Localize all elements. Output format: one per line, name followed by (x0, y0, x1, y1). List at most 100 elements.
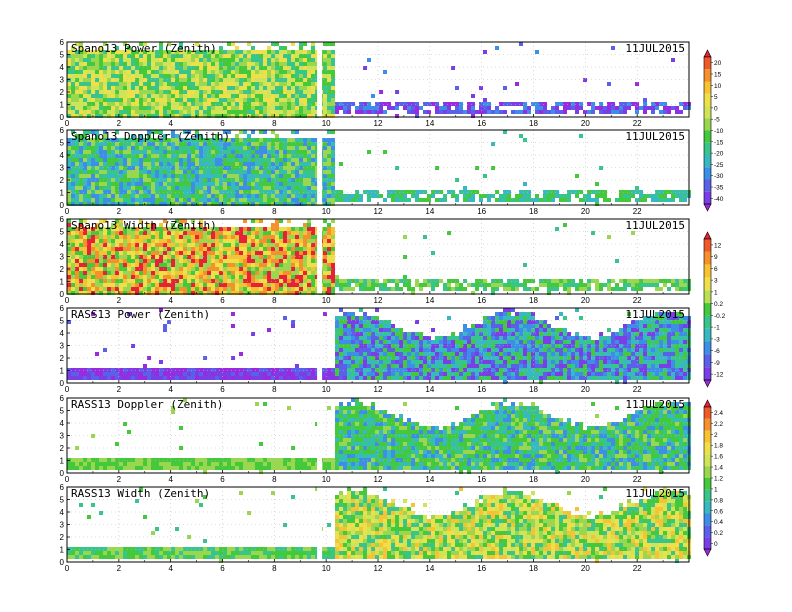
y-tick-label: 2 (60, 533, 65, 542)
x-tick-label: 0 (65, 296, 70, 305)
colorbar-arrow-top (703, 49, 712, 58)
colorbar-label: 1.4 (714, 465, 723, 472)
x-tick-label: 4 (168, 564, 173, 573)
colorbar-label: 20 (714, 60, 722, 67)
y-tick-label: 3 (60, 342, 65, 351)
grid (67, 398, 689, 473)
colorbar-segment (704, 303, 711, 316)
colorbar-arrow-bottom (703, 379, 712, 388)
colorbar-label: -5 (714, 117, 720, 124)
colorbar-segment (704, 106, 711, 119)
y-tick-label: 0 (60, 113, 65, 122)
x-tick-label: 0 (65, 207, 70, 216)
colorbar-label: 2 (714, 432, 718, 439)
x-tick-label: 4 (168, 296, 173, 305)
grid (67, 42, 689, 117)
colorbar-segment (704, 367, 711, 380)
colorbar-segment (704, 537, 711, 549)
x-tick-label: 22 (633, 207, 642, 216)
heatmap-cells (67, 42, 691, 118)
colorbar-segment (704, 501, 711, 514)
y-tick-label: 3 (60, 76, 65, 85)
x-tick-label: 12 (374, 475, 383, 484)
colorbar-label: -30 (714, 173, 724, 180)
y-tick-label: 3 (60, 432, 65, 441)
x-tick-label: 2 (117, 119, 122, 128)
x-tick-label: 14 (425, 207, 434, 216)
panel-title: RASS13 Power (Zenith) (71, 308, 210, 321)
x-tick-label: 22 (633, 385, 642, 394)
x-tick-label: 20 (581, 475, 590, 484)
x-tick-label: 16 (477, 296, 486, 305)
colorbar-label: 1 (714, 289, 718, 296)
x-tick-label: 0 (65, 119, 70, 128)
x-tick-label: 12 (374, 564, 383, 573)
x-tick-label: 18 (529, 385, 538, 394)
colorbar-label: -15 (714, 139, 724, 146)
heatmap-cells (67, 219, 691, 295)
x-tick-label: 20 (581, 385, 590, 394)
x-tick-label: 10 (322, 564, 331, 573)
x-tick-label: 18 (529, 564, 538, 573)
colorbar-label: -20 (714, 151, 724, 158)
x-tick-label: 16 (477, 385, 486, 394)
y-tick-label: 0 (60, 290, 65, 299)
y-tick-label: 6 (60, 483, 65, 492)
y-tick-label: 6 (60, 304, 65, 313)
heatmap-cells (67, 308, 691, 384)
colorbar-segment (704, 525, 711, 538)
x-tick-label: 16 (477, 564, 486, 573)
colorbar-segment (704, 341, 711, 355)
panel-title: Spano13 Width (Zenith) (71, 219, 217, 232)
colorbar-label: 3 (714, 278, 718, 285)
y-tick-label: 6 (60, 215, 65, 224)
y-tick-label: 5 (60, 51, 65, 60)
colorbar-segment (704, 130, 711, 143)
y-tick-label: 4 (60, 419, 65, 428)
panel-date: 11JUL2015 (625, 398, 685, 411)
x-tick-label: 6 (220, 564, 225, 573)
colorbar-label: 1.6 (714, 454, 723, 461)
colorbar-label: 1.2 (714, 476, 723, 483)
colorbar-dbz: 20 15 10 5 0 -5 -10 -15 -20 -25 -30 -35 -40 (703, 49, 724, 212)
colorbar-segment (704, 264, 711, 278)
y-tick-label: 4 (60, 63, 65, 72)
colorbar-label: 6 (714, 266, 718, 273)
y-tick-label: 2 (60, 265, 65, 274)
x-tick-label: 0 (65, 385, 70, 394)
x-tick-label: 16 (477, 475, 486, 484)
x-tick-label: 12 (374, 385, 383, 394)
colorbar-label: -0.2 (714, 313, 726, 320)
colorbar-segment (704, 93, 711, 106)
y-tick-label: 0 (60, 201, 65, 210)
x-tick-label: 8 (272, 475, 277, 484)
y-tick-label: 5 (60, 228, 65, 237)
x-tick-label: 2 (117, 296, 122, 305)
colorbar-segment (704, 513, 711, 526)
colorbar-label: 1 (714, 486, 718, 493)
x-tick-label: 6 (220, 207, 225, 216)
x-tick-label: 20 (581, 564, 590, 573)
x-tick-label: 22 (633, 475, 642, 484)
x-tick-label: 16 (477, 119, 486, 128)
y-tick-label: 4 (60, 508, 65, 517)
colorbar-segment (704, 407, 711, 419)
colorbar-label: 0.4 (714, 519, 723, 526)
colorbar-label: 2.2 (714, 421, 723, 428)
panel-title: Spano13 Doppler (Zenith) (71, 130, 230, 143)
x-tick-label: 18 (529, 119, 538, 128)
y-tick-label: 2 (60, 354, 65, 363)
colorbar-label: 9 (714, 254, 718, 261)
colorbar-label: -6 (714, 348, 720, 355)
x-tick-label: 6 (220, 385, 225, 394)
colorbar-arrow-bottom (703, 548, 712, 557)
y-tick-label: 1 (60, 457, 65, 466)
colorbar-label: 2.4 (714, 410, 723, 417)
x-tick-label: 14 (425, 564, 434, 573)
panel-date: 11JUL2015 (625, 219, 685, 232)
y-tick-label: 1 (60, 546, 65, 555)
x-tick-label: 2 (117, 475, 122, 484)
heatmap-cells (67, 487, 691, 563)
